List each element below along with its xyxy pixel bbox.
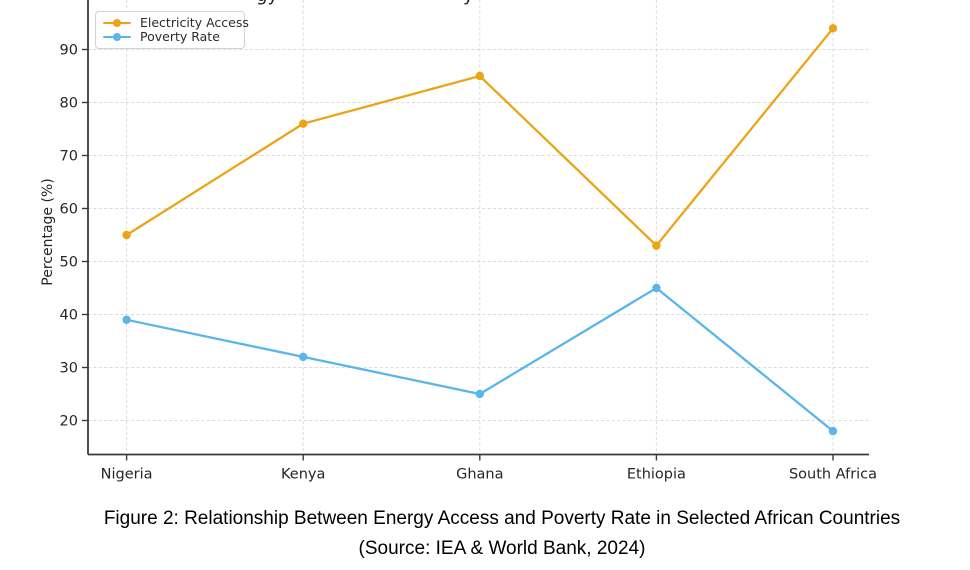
data-point-poverty-rate[interactable] [652,283,661,293]
y-axis-label: Percentage (%) [40,178,56,285]
legend-item-poverty-rate[interactable]: Poverty Rate [103,30,236,44]
y-tick-label: 30 [60,361,78,377]
figure-caption: Figure 2: Relationship Between Energy Ac… [0,504,970,564]
legend-label: Poverty Rate [140,29,220,44]
data-point-electricity-access[interactable] [122,230,131,240]
x-tick-label: Nigeria [101,467,153,483]
y-tick-label: 50 [60,255,78,271]
data-point-electricity-access[interactable] [828,24,838,33]
x-tick-label: Ethiopia [627,467,686,483]
x-tick-label: Ghana [456,467,503,483]
y-tick-label: 70 [60,149,78,165]
legend-line-marker-icon [103,33,131,42]
cropped-chart-title-fragment: gy [256,0,296,5]
cropped-title-text: y [463,0,474,5]
y-tick-label: 40 [60,308,78,324]
caption-line-1: Figure 2: Relationship Between Energy Ac… [103,508,901,529]
line-chart-canvas: 20 30 40 50 60 70 80 90 Nigeria Kenya Ghana Ethiopi… [40,0,877,483]
legend-label: Electricity Access [140,15,249,30]
x-tick-label: Kenya [281,467,325,483]
x-tick-label: South Africa [789,467,877,483]
legend-item-electricity-access[interactable]: Electricity Access [103,16,249,30]
y-tick-label: 20 [60,414,78,430]
data-point-poverty-rate[interactable] [475,389,484,399]
y-tick-label: 60 [60,202,78,218]
data-point-electricity-access[interactable] [652,241,661,250]
data-point-poverty-rate[interactable] [122,315,131,324]
y-tick-label: 90 [60,43,78,59]
caption-line-2: (Source: IEA & World Bank, 2024) [358,538,646,559]
legend: Electricity Access Poverty Rate [95,11,249,49]
y-tick-label: 80 [60,96,78,112]
data-point-poverty-rate[interactable] [828,426,838,436]
data-point-electricity-access[interactable] [299,119,308,128]
data-point-electricity-access[interactable] [475,71,484,81]
cropped-chart-title-fragment: y [463,0,503,5]
data-point-poverty-rate[interactable] [299,352,308,362]
cropped-title-text: gy [256,0,278,5]
legend-line-marker-icon [103,19,131,28]
